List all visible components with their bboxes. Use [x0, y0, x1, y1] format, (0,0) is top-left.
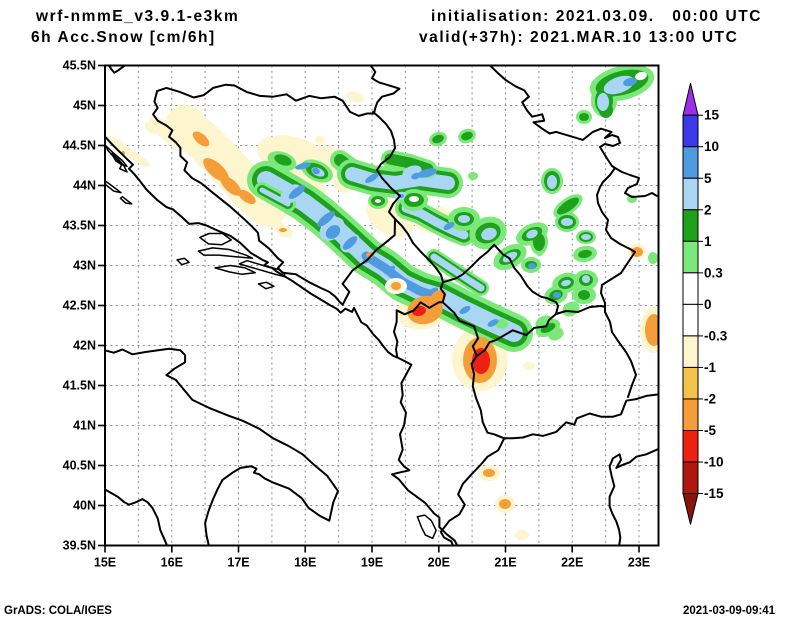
- svg-text:10: 10: [704, 139, 719, 154]
- svg-text:-1: -1: [704, 360, 716, 375]
- svg-text:19E: 19E: [361, 556, 383, 570]
- svg-text:44N: 44N: [73, 179, 96, 193]
- svg-text:0.3: 0.3: [704, 265, 723, 280]
- svg-text:-2: -2: [704, 391, 716, 406]
- svg-text:21E: 21E: [494, 556, 516, 570]
- svg-text:5: 5: [704, 171, 712, 186]
- svg-text:39.5N: 39.5N: [63, 539, 96, 553]
- svg-text:initialisation: 2021.03.09.: initialisation: 2021.03.09. 00:00 UTC: [431, 8, 762, 25]
- svg-text:22E: 22E: [561, 556, 583, 570]
- svg-text:0: 0: [704, 297, 712, 312]
- svg-text:16E: 16E: [161, 556, 183, 570]
- svg-text:17E: 17E: [227, 556, 249, 570]
- svg-text:2021-03-09-09:41: 2021-03-09-09:41: [683, 605, 776, 617]
- svg-text:43N: 43N: [73, 259, 96, 273]
- svg-text:6h Acc.Snow [cm/6h]: 6h Acc.Snow [cm/6h]: [31, 29, 216, 46]
- svg-text:-15: -15: [704, 486, 724, 501]
- svg-text:wrf-nmmE_v3.9.1-e3km: wrf-nmmE_v3.9.1-e3km: [35, 8, 239, 25]
- svg-text:42N: 42N: [73, 339, 96, 353]
- svg-text:23E: 23E: [628, 556, 650, 570]
- svg-text:41N: 41N: [73, 419, 96, 433]
- svg-text:-0.3: -0.3: [704, 328, 728, 343]
- svg-text:45.5N: 45.5N: [63, 59, 96, 73]
- svg-text:-10: -10: [704, 455, 724, 470]
- svg-text:44.5N: 44.5N: [63, 139, 96, 153]
- svg-text:GrADS: COLA/IGES: GrADS: COLA/IGES: [4, 605, 112, 617]
- svg-text:1: 1: [704, 234, 712, 249]
- svg-text:valid(+37h): 2021.MAR.10 13:00: valid(+37h): 2021.MAR.10 13:00 UTC: [419, 29, 738, 46]
- svg-text:45N: 45N: [73, 99, 96, 113]
- svg-text:18E: 18E: [294, 556, 316, 570]
- svg-text:15E: 15E: [94, 556, 116, 570]
- svg-text:43.5N: 43.5N: [63, 219, 96, 233]
- svg-text:42.5N: 42.5N: [63, 299, 96, 313]
- svg-text:20E: 20E: [428, 556, 450, 570]
- svg-text:40.5N: 40.5N: [63, 459, 96, 473]
- svg-text:15: 15: [704, 108, 720, 123]
- svg-text:-5: -5: [704, 423, 716, 438]
- svg-text:2: 2: [704, 202, 712, 217]
- svg-text:41.5N: 41.5N: [63, 379, 96, 393]
- svg-text:40N: 40N: [73, 499, 96, 513]
